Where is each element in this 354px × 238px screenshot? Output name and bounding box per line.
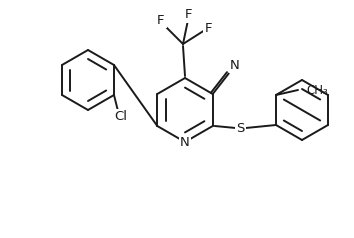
Text: N: N [230, 59, 240, 72]
Text: F: F [157, 14, 165, 26]
Text: F: F [205, 21, 213, 35]
Text: S: S [236, 122, 245, 134]
Text: CH₃: CH₃ [306, 84, 328, 96]
Text: N: N [180, 135, 190, 149]
Text: Cl: Cl [114, 110, 127, 124]
Text: F: F [185, 9, 193, 21]
